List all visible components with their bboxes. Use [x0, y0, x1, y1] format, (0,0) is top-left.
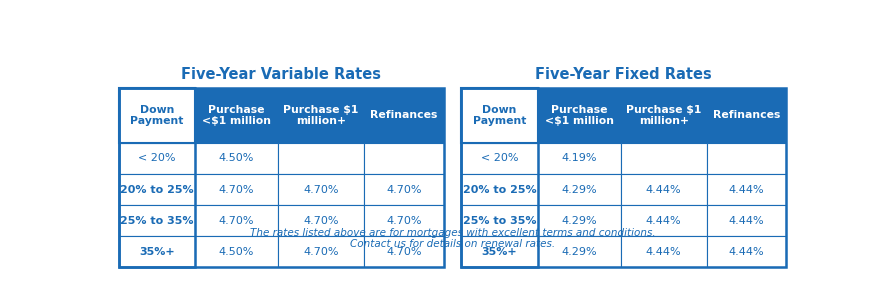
Text: 4.29%: 4.29% [562, 215, 597, 225]
Bar [118, 88, 195, 267]
Bar [706, 174, 787, 205]
Bar [461, 88, 787, 267]
Text: 35%+: 35%+ [139, 246, 175, 257]
Text: 4.70%: 4.70% [387, 215, 422, 225]
Bar [278, 174, 365, 205]
Text: Down
Payment: Down Payment [130, 105, 184, 126]
Bar [621, 143, 706, 174]
Bar [461, 88, 538, 267]
Text: 4.29%: 4.29% [562, 185, 597, 194]
Bar [621, 205, 706, 236]
Bar [538, 236, 621, 267]
Bar [461, 174, 538, 205]
Bar [461, 143, 538, 174]
Bar [461, 236, 538, 267]
Bar [365, 236, 444, 267]
Text: Purchase $1
million+: Purchase $1 million+ [626, 105, 701, 126]
Text: 4.44%: 4.44% [728, 185, 765, 194]
Text: 4.50%: 4.50% [219, 246, 254, 257]
Text: 4.70%: 4.70% [304, 185, 339, 194]
Bar [538, 88, 787, 143]
Text: 4.44%: 4.44% [645, 246, 682, 257]
Bar [461, 205, 538, 236]
Bar [278, 236, 365, 267]
Bar [195, 88, 444, 143]
Text: Five-Year Fixed Rates: Five-Year Fixed Rates [535, 67, 713, 82]
Text: 4.70%: 4.70% [387, 246, 422, 257]
Text: 4.44%: 4.44% [645, 185, 682, 194]
Text: The rates listed above are for mortgages with excellent terms and conditions.: The rates listed above are for mortgages… [250, 228, 655, 238]
Bar [118, 205, 195, 236]
Bar [365, 143, 444, 174]
Bar [195, 236, 278, 267]
Bar [461, 88, 538, 143]
Bar [365, 205, 444, 236]
Text: 4.44%: 4.44% [728, 215, 765, 225]
Text: 4.29%: 4.29% [562, 246, 597, 257]
Text: Purchase
<$1 million: Purchase <$1 million [202, 105, 271, 126]
Bar [118, 174, 195, 205]
Text: 4.44%: 4.44% [645, 215, 682, 225]
Bar [195, 143, 278, 174]
Bar [621, 236, 706, 267]
Bar [365, 174, 444, 205]
Bar [706, 205, 787, 236]
Bar [195, 174, 278, 205]
Text: 25% to 35%: 25% to 35% [463, 215, 536, 225]
Text: Five-Year Variable Rates: Five-Year Variable Rates [181, 67, 381, 82]
Text: 4.19%: 4.19% [562, 154, 597, 164]
Text: Refinances: Refinances [713, 110, 781, 120]
Text: 25% to 35%: 25% to 35% [120, 215, 193, 225]
Text: Down
Payment: Down Payment [472, 105, 526, 126]
Text: 4.70%: 4.70% [304, 215, 339, 225]
Text: 4.50%: 4.50% [219, 154, 254, 164]
Bar [538, 205, 621, 236]
Bar [538, 143, 621, 174]
Text: 4.44%: 4.44% [728, 246, 765, 257]
Text: 4.70%: 4.70% [219, 185, 254, 194]
Text: Refinances: Refinances [371, 110, 438, 120]
Text: Purchase $1
million+: Purchase $1 million+ [283, 105, 358, 126]
Text: 4.70%: 4.70% [304, 246, 339, 257]
Bar [195, 205, 278, 236]
Bar [118, 88, 444, 267]
Text: 4.70%: 4.70% [387, 185, 422, 194]
Text: 4.70%: 4.70% [219, 215, 254, 225]
Bar [538, 174, 621, 205]
Text: < 20%: < 20% [138, 154, 176, 164]
Text: < 20%: < 20% [480, 154, 518, 164]
Text: 20% to 25%: 20% to 25% [463, 185, 536, 194]
Bar [706, 236, 787, 267]
Text: 20% to 25%: 20% to 25% [120, 185, 193, 194]
Bar [621, 174, 706, 205]
Text: 35%+: 35%+ [481, 246, 517, 257]
Bar [278, 205, 365, 236]
Bar [278, 143, 365, 174]
Text: Purchase
<$1 million: Purchase <$1 million [545, 105, 614, 126]
Text: Contact us for details on renewal rates.: Contact us for details on renewal rates. [350, 239, 555, 249]
Bar [118, 236, 195, 267]
Bar [118, 143, 195, 174]
Bar [118, 88, 195, 143]
Bar [706, 143, 787, 174]
